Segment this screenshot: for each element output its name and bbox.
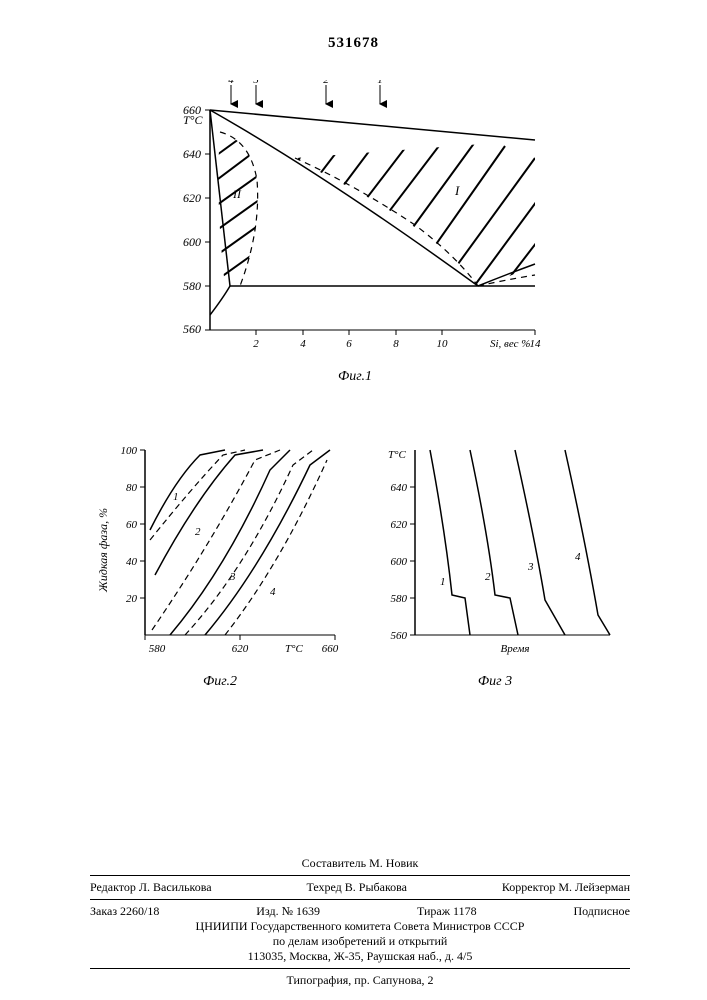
fig2-svg: 100 80 60 40 20 Жидкая фаза, % 580 620 6… bbox=[95, 440, 345, 665]
fig3-ytick-600: 600 bbox=[391, 556, 408, 568]
fig2-series-2: 2 bbox=[195, 526, 201, 538]
fig2-xtick-580: 580 bbox=[149, 643, 166, 655]
fig1-arrow-label-1: 1 bbox=[377, 80, 383, 86]
fig3-ytick-640: 640 bbox=[391, 482, 408, 494]
document-number: 531678 bbox=[0, 35, 707, 52]
fig2-ytick-40: 40 bbox=[126, 556, 138, 568]
fig2-ylabel: Жидкая фаза, % bbox=[96, 508, 110, 593]
fig1-arrow-label-5: 5 bbox=[253, 80, 259, 86]
fig3-series-3: 3 bbox=[527, 561, 534, 573]
footer-org1: ЦНИИПИ Государственного комитета Совета … bbox=[90, 919, 630, 934]
fig1-ylabel: T°C bbox=[183, 113, 203, 127]
figure-2: 100 80 60 40 20 Жидкая фаза, % 580 620 6… bbox=[95, 440, 345, 690]
fig1-ytick-560: 560 bbox=[183, 322, 201, 336]
fig3-caption: Фиг 3 bbox=[370, 674, 620, 690]
figure-1: 660 640 620 600 580 560 T°C 2 4 6 8 10 1… bbox=[155, 80, 555, 385]
footer-order: Заказ 2260/18 bbox=[90, 904, 159, 919]
footer-tirazh: Тираж 1178 bbox=[417, 904, 477, 919]
fig1-xtick-4: 4 bbox=[300, 338, 306, 350]
fig2-ytick-100: 100 bbox=[121, 445, 138, 457]
fig3-ytick-580: 580 bbox=[391, 593, 408, 605]
fig1-top-arrows bbox=[231, 85, 380, 104]
footer-izd: Изд. № 1639 bbox=[256, 904, 320, 919]
fig2-xtick-660: 660 bbox=[322, 643, 339, 655]
fig1-region-label-1: I bbox=[454, 183, 460, 198]
fig1-caption: Фиг.1 bbox=[155, 369, 555, 385]
footer: Составитель М. Новик Редактор Л. Васильк… bbox=[90, 856, 630, 988]
footer-compiler: Составитель М. Новик bbox=[90, 856, 630, 871]
fig1-curves bbox=[210, 110, 535, 315]
footer-typo: Типография, пр. Сапунова, 2 bbox=[90, 973, 630, 988]
fig1-xtick-6: 6 bbox=[346, 338, 352, 350]
fig2-solid-curves bbox=[150, 450, 330, 635]
fig1-xlabel: Si, вес % bbox=[490, 338, 530, 350]
figure-3: 560 580 600 620 640 T°C Время 1 2 3 4 Фи… bbox=[370, 440, 620, 690]
fig3-series-1: 1 bbox=[440, 576, 446, 588]
footer-corrector: Корректор М. Лейзерман bbox=[502, 880, 630, 895]
fig2-ytick-20: 20 bbox=[126, 593, 138, 605]
fig1-arrow-label-2: 2 bbox=[323, 80, 329, 86]
fig1-ytick-600: 600 bbox=[183, 235, 201, 249]
fig1-xtick-8: 8 bbox=[393, 338, 399, 350]
fig3-xlabel: Время bbox=[501, 643, 530, 655]
footer-credits-row: Редактор Л. Василькова Техред В. Рыбаков… bbox=[90, 880, 630, 895]
fig1-arrow-label-4: 4 bbox=[228, 80, 234, 86]
fig2-dashed-curves bbox=[150, 450, 327, 635]
fig3-ylabel: T°C bbox=[388, 449, 407, 461]
fig1-ytick-580: 580 bbox=[183, 279, 201, 293]
fig2-series-3: 3 bbox=[229, 571, 236, 583]
footer-addr: 113035, Москва, Ж-35, Раушская наб., д. … bbox=[90, 949, 630, 964]
fig1-ytick-620: 620 bbox=[183, 191, 201, 205]
fig3-series-2: 2 bbox=[485, 571, 491, 583]
fig1-ytick-640: 640 bbox=[183, 147, 201, 161]
page: 531678 660 640 620 600 580 560 T°C bbox=[0, 0, 707, 1000]
footer-podpisnoe: Подписное bbox=[573, 904, 630, 919]
fig1-xtick-10: 10 bbox=[437, 338, 449, 350]
fig1-xtick-14: 14 bbox=[530, 338, 542, 350]
fig2-caption: Фиг.2 bbox=[95, 674, 345, 690]
footer-org2: по делам изобретений и открытий bbox=[90, 934, 630, 949]
fig3-ytick-560: 560 bbox=[391, 630, 408, 642]
fig3-svg: 560 580 600 620 640 T°C Время 1 2 3 4 bbox=[370, 440, 620, 665]
fig3-series-4: 4 bbox=[575, 551, 581, 563]
fig2-series-4: 4 bbox=[270, 586, 276, 598]
fig2-ytick-80: 80 bbox=[126, 482, 138, 494]
footer-editor: Редактор Л. Василькова bbox=[90, 880, 212, 895]
fig1-dashed-curves bbox=[220, 132, 535, 286]
fig1-hatch-region-2 bbox=[210, 120, 273, 305]
fig2-series-1: 1 bbox=[173, 491, 179, 503]
footer-techred: Техред В. Рыбакова bbox=[306, 880, 407, 895]
fig1-xtick-2: 2 bbox=[253, 338, 259, 350]
footer-print-row: Заказ 2260/18 Изд. № 1639 Тираж 1178 Под… bbox=[90, 904, 630, 919]
fig1-hatch-region-1 bbox=[275, 125, 553, 290]
fig2-xlabel: T°C bbox=[285, 643, 304, 655]
fig2-ytick-60: 60 bbox=[126, 519, 138, 531]
fig3-curves bbox=[430, 450, 610, 635]
fig3-ytick-620: 620 bbox=[391, 519, 408, 531]
fig1-svg: 660 640 620 600 580 560 T°C 2 4 6 8 10 1… bbox=[155, 80, 555, 360]
fig1-region-label-2: II bbox=[232, 187, 242, 201]
fig2-xtick-620: 620 bbox=[232, 643, 249, 655]
